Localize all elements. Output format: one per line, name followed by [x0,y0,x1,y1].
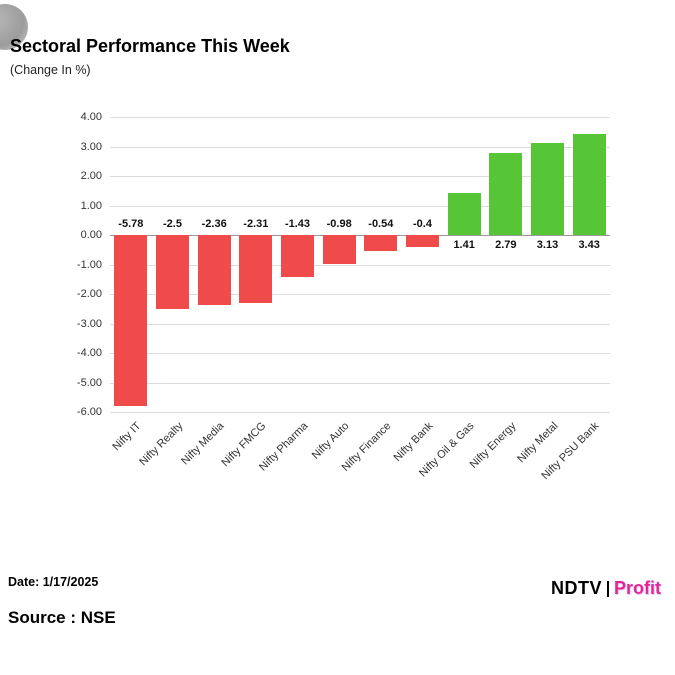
gridline [110,412,610,413]
logo-divider [607,580,609,597]
ndtv-profit-logo: NDTV Profit [551,578,661,599]
bar-value-label: -5.78 [118,218,144,230]
bar [239,235,273,304]
gridline [110,382,610,384]
logo-ndtv-text: NDTV [551,578,602,598]
bar [572,133,606,235]
y-tick-label: -5.00 [76,376,102,389]
y-tick-label: 4.00 [80,111,102,123]
gridline [110,294,610,295]
bar-value-label: 3.43 [578,239,600,251]
gridline [110,235,610,236]
page-title: Sectoral Performance This Week [10,36,290,56]
bar-value-label: -2.31 [243,218,269,230]
source-label: Source : NSE [8,608,116,627]
bar [281,235,314,278]
bar-value-label: -0.4 [413,218,432,230]
bar [406,235,439,247]
gridline [110,264,610,266]
date-label: Date: 1/17/2025 [8,575,99,589]
bar [322,235,356,264]
bar-value-label: -2.5 [163,218,182,230]
bar-value-label: 2.79 [495,239,517,251]
page-subtitle: (Change In %) [10,63,91,77]
bar-value-label: 3.13 [536,239,559,251]
plot-area: 4.00 3.00 2.00 1.00 0.00 -1.00 -2.00 -3.00 -4.00… [77,111,610,418]
bar [114,235,148,406]
y-tick-label: -6.00 [76,406,102,418]
y-tick-label: 3.00 [80,140,102,153]
y-tick-label: 0.00 [80,229,102,241]
gridline [110,117,610,118]
bar-value-label: -1.43 [284,218,311,230]
gridline [110,176,610,177]
bar-value-label: 1.41 [453,239,475,251]
gridline [110,205,610,207]
bar [156,235,189,309]
bar-value-label: -0.54 [368,218,394,230]
bar-value-label: -2.36 [201,218,227,230]
y-tick-label: -2.00 [76,288,102,300]
logo-profit-text: Profit [614,578,661,598]
bar [364,235,398,251]
y-tick-label: -1.00 [76,258,102,271]
gridline [110,146,610,148]
y-tick-label: -4.00 [76,347,102,359]
bar [197,235,231,305]
gridline [110,323,610,325]
y-tick-label: 2.00 [80,170,102,182]
gridline [110,353,610,354]
x-axis-labels: Nifty IT Nifty Realty Nifty Media Nifty FMC… [110,412,610,532]
bar [447,193,481,235]
bar-chart: 4.00 3.00 2.00 1.00 0.00 -1.00 -2.00 -3.00 -4.00… [0,100,675,540]
bar [531,142,564,235]
bar-value-label: -0.98 [326,218,352,230]
bar [489,152,523,235]
y-tick-label: 1.00 [80,199,102,212]
y-tick-label: -3.00 [76,317,102,330]
